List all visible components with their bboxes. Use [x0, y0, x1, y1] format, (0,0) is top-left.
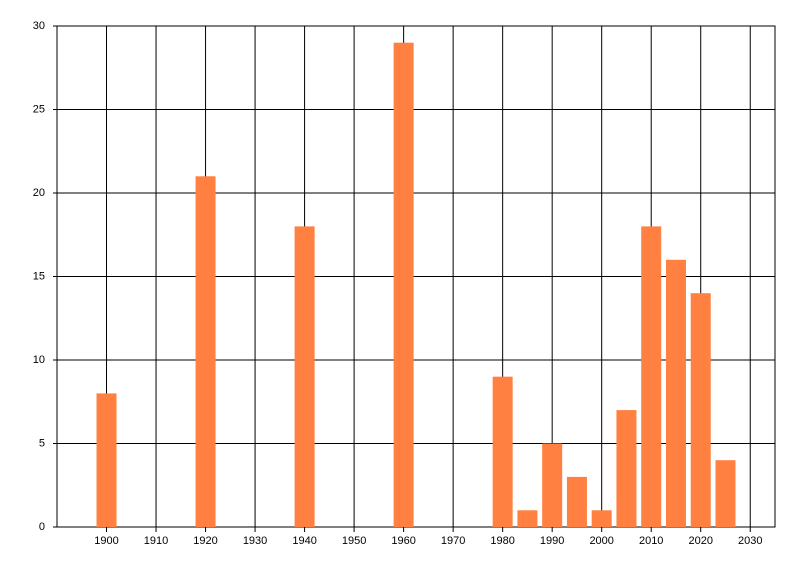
y-tick-label: 30: [33, 20, 45, 32]
bar: [294, 226, 315, 527]
bar: [542, 443, 563, 527]
x-tick-label: 1900: [94, 535, 118, 547]
x-tick-label: 1960: [391, 535, 415, 547]
bar: [492, 376, 513, 527]
x-tick-label: 1980: [490, 535, 514, 547]
bar: [591, 510, 612, 527]
bar: [665, 259, 686, 527]
y-tick-label: 5: [39, 437, 45, 449]
bar: [566, 476, 587, 527]
x-tick-label: 2020: [688, 535, 712, 547]
bar: [641, 226, 662, 527]
x-tick-label: 1990: [540, 535, 564, 547]
y-tick-label: 25: [33, 103, 45, 115]
x-tick-label: 1910: [144, 535, 168, 547]
y-tick-label: 15: [33, 270, 45, 282]
x-tick-label: 1970: [441, 535, 465, 547]
x-tick-label: 1930: [243, 535, 267, 547]
plot-border: [56, 25, 776, 528]
y-tick-label: 20: [33, 187, 45, 199]
x-tick-label: 1920: [193, 535, 217, 547]
bar: [517, 510, 538, 527]
y-tick-label: 0: [39, 521, 45, 533]
x-tick-label: 1940: [292, 535, 316, 547]
bar: [96, 393, 117, 527]
bar: [195, 176, 216, 528]
x-tick-label: 2010: [639, 535, 663, 547]
bar: [393, 42, 414, 527]
y-tick-label: 10: [33, 354, 45, 366]
x-tick-label: 2000: [589, 535, 613, 547]
x-tick-label: 1950: [342, 535, 366, 547]
x-tick-label: 2030: [738, 535, 762, 547]
bar: [715, 460, 736, 527]
bar: [616, 410, 637, 527]
bar: [690, 293, 711, 527]
